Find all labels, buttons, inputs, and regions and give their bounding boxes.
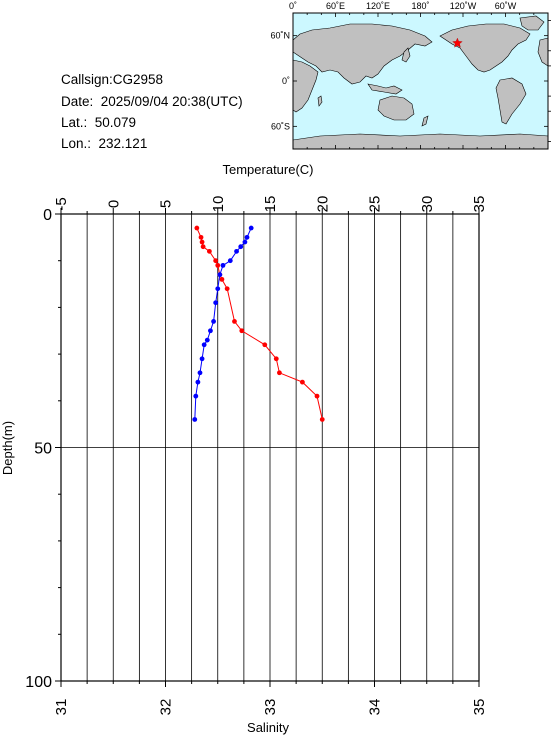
salinity-point bbox=[199, 356, 205, 362]
callsign-label: Callsign:CG2958 bbox=[61, 72, 164, 87]
depth-axis-label: Depth(m) bbox=[0, 421, 15, 475]
salinity-tick-label: 33 bbox=[262, 699, 279, 716]
grid bbox=[61, 214, 479, 681]
temperature-point bbox=[314, 393, 320, 399]
temperature-point bbox=[273, 356, 279, 362]
temperature-tick-label: 20 bbox=[314, 196, 331, 213]
salinity-point bbox=[220, 262, 226, 268]
temperature-tick-label: 5 bbox=[158, 200, 175, 208]
salinity-point bbox=[217, 272, 223, 278]
salinity-tick-label: 32 bbox=[158, 699, 175, 716]
depth-tick-label: 0 bbox=[43, 207, 52, 224]
salinity-point bbox=[227, 258, 233, 264]
temperature-point bbox=[224, 286, 230, 292]
temperature-tick-label: 35 bbox=[471, 196, 488, 213]
series-layer bbox=[192, 225, 325, 422]
temperature-point bbox=[206, 248, 212, 254]
temperature-tick-label: -5 bbox=[53, 197, 70, 210]
salinity-tick-label: 34 bbox=[367, 699, 384, 716]
temperature-tick-label: 0 bbox=[105, 200, 122, 208]
longitude-label: Lon.: 232.121 bbox=[61, 136, 148, 151]
map-ticks bbox=[292, 13, 551, 149]
temperature-tick-label: 15 bbox=[262, 196, 279, 213]
temperature-point bbox=[262, 342, 268, 348]
map-lon-label: 120˚E bbox=[366, 1, 390, 11]
salinity-tick-label: 31 bbox=[53, 699, 70, 716]
salinity-axis-label: Salinity bbox=[247, 720, 289, 735]
temperature-point bbox=[194, 225, 200, 231]
latitude-label: Lat.: 50.079 bbox=[61, 115, 137, 130]
world-map: 0˚ 60˚E 120˚E 180˚ 120˚W 60˚W 60˚N 0˚ 60˚S bbox=[270, 1, 551, 150]
salinity-point bbox=[238, 244, 244, 250]
salinity-tick-label: 35 bbox=[471, 699, 488, 716]
map-lat-label: 60˚S bbox=[271, 121, 290, 131]
temperature-point bbox=[213, 258, 219, 264]
map-labels: 0˚ 60˚E 120˚E 180˚ 120˚W 60˚W 60˚N 0˚ 60˚S bbox=[270, 1, 516, 131]
salinity-point bbox=[234, 248, 239, 254]
map-lat-label: 60˚N bbox=[270, 31, 290, 41]
temperature-point bbox=[319, 417, 325, 422]
map-lon-label: 180˚ bbox=[411, 1, 429, 11]
map-lon-label: 60˚E bbox=[326, 1, 345, 11]
salinity-point bbox=[204, 337, 210, 343]
salinity-point bbox=[244, 234, 250, 240]
salinity-point bbox=[192, 417, 198, 422]
temperature-point bbox=[199, 239, 205, 245]
temperature-point bbox=[198, 234, 204, 240]
salinity-point bbox=[242, 239, 248, 245]
salinity-point bbox=[213, 300, 219, 306]
temperature-tick-label: 10 bbox=[210, 196, 227, 213]
map-lon-label: 120˚W bbox=[450, 1, 477, 11]
salinity-point bbox=[208, 328, 213, 334]
map-lon-label: 60˚W bbox=[495, 1, 517, 11]
temperature-tick-label: 25 bbox=[367, 196, 384, 213]
date-label: Date: 2025/09/04 20:38(UTC) bbox=[61, 94, 243, 109]
salinity-point bbox=[215, 286, 221, 292]
temperature-point bbox=[232, 319, 237, 324]
salinity-point bbox=[193, 393, 199, 399]
salinity-point bbox=[248, 225, 254, 231]
salinity-point bbox=[201, 342, 207, 348]
station-star-icon bbox=[452, 37, 463, 48]
temperature-axis-label: Temperature(C) bbox=[222, 162, 313, 177]
map-lat-label: 0˚ bbox=[282, 76, 290, 86]
depth-tick-label: 50 bbox=[34, 441, 52, 458]
map-land bbox=[292, 15, 549, 150]
salinity-point bbox=[197, 370, 203, 376]
temperature-point bbox=[277, 370, 282, 376]
salinity-point bbox=[211, 319, 216, 324]
temperature-point bbox=[215, 262, 221, 268]
depth-tick-label: 100 bbox=[25, 674, 52, 691]
temperature-tick-label: 30 bbox=[419, 196, 436, 213]
salinity-point bbox=[195, 379, 201, 385]
axis-ticks bbox=[55, 208, 480, 687]
map-lon-label: 0˚ bbox=[289, 1, 297, 11]
temperature-point bbox=[200, 244, 206, 250]
station-marker bbox=[452, 37, 463, 48]
temperature-point bbox=[219, 276, 225, 282]
temperature-point bbox=[239, 328, 245, 334]
temperature-point bbox=[299, 379, 305, 385]
